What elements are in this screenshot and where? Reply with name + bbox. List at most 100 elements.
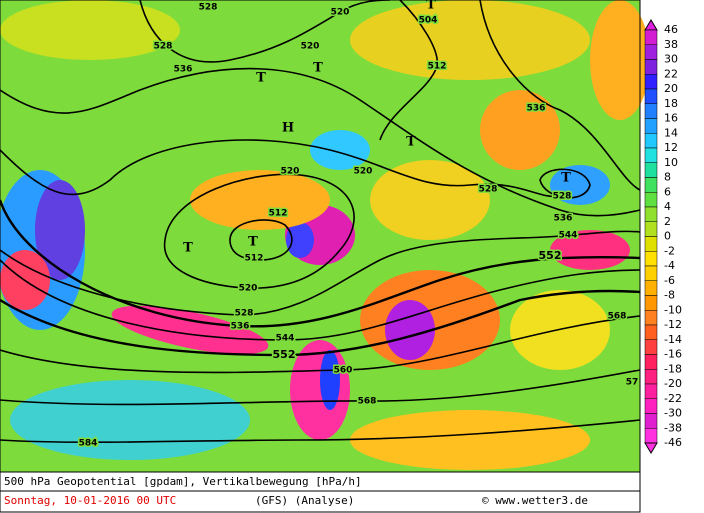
colorbar-band	[644, 324, 658, 340]
colorbar-band	[644, 295, 658, 311]
contour-label: 536	[527, 104, 546, 114]
colorbar-label: 30	[664, 53, 678, 66]
colorbar-label: 0	[664, 230, 671, 243]
colorbar-label: -10	[664, 303, 682, 316]
colorbar-label: -46	[664, 436, 682, 449]
contour-label: 512	[245, 254, 264, 264]
contour-label: 528	[553, 192, 572, 202]
contour-label: 520	[354, 167, 373, 177]
contour-label: 584	[79, 439, 98, 449]
colorbar-label: -12	[664, 318, 682, 331]
footer-title: 500 hPa Geopotential [gpdam], Vertikalbe…	[4, 475, 362, 488]
map-labels: 528 520 504 520 528 536 512 536 520 520 528 528 512 5…	[77, 0, 640, 450]
colorbar-band	[644, 265, 658, 281]
colorbar-label: 46	[664, 23, 678, 36]
colorbar-label: -18	[664, 362, 682, 375]
footer-credit: © www.wetter3.de	[482, 494, 588, 507]
colorbar-label: 22	[664, 67, 678, 80]
contour-label: 520	[331, 8, 350, 18]
colorbar-band	[644, 398, 658, 414]
pressure-system: H	[282, 121, 294, 136]
colorbar-label: 18	[664, 97, 678, 110]
colorbar-band	[644, 369, 658, 385]
colorbar-band	[644, 221, 658, 237]
colorbar-label: 8	[664, 171, 671, 184]
colorbar-label: -4	[664, 259, 675, 272]
colorbar-band	[644, 88, 658, 104]
footer-model: (GFS) (Analyse)	[255, 494, 354, 507]
colorbar-label: 4	[664, 200, 671, 213]
colorbar-band	[644, 162, 658, 178]
footer: 500 hPa Geopotential [gpdam], Vertikalbe…	[0, 471, 641, 513]
colorbar-label: 20	[664, 82, 678, 95]
colorbar-band	[644, 310, 658, 326]
contour-label: 544	[276, 334, 295, 344]
contours	[0, 0, 641, 444]
colorbar-band	[644, 44, 658, 60]
colorbar-band	[644, 118, 658, 134]
colorbar-label: -22	[664, 392, 682, 405]
colorbar-band	[644, 29, 658, 45]
contour-label: 528	[479, 185, 498, 195]
colorbar-label: -20	[664, 377, 682, 390]
pressure-system: T	[248, 235, 258, 250]
colorbar-label: -16	[664, 348, 682, 361]
colorbar-band	[644, 251, 658, 267]
colorbar-band	[644, 147, 658, 163]
colorbar-band	[644, 383, 658, 399]
contour-label: 520	[239, 284, 258, 294]
pressure-system: T	[406, 135, 416, 150]
footer-date: Sonntag, 10-01-2016 00 UTC	[4, 494, 176, 507]
contour-label: 536	[554, 214, 573, 224]
colorbar-label: -2	[664, 244, 675, 257]
contour-label: 552	[539, 249, 562, 262]
colorbar-label: -38	[664, 421, 682, 434]
colorbar-band	[644, 74, 658, 90]
colorbar-label: 10	[664, 156, 678, 169]
contour-label: 568	[608, 312, 627, 322]
colorbar-band	[644, 428, 658, 444]
contour-label: 560	[334, 366, 353, 376]
contour-label: 520	[281, 167, 300, 177]
colorbar-label: -6	[664, 274, 675, 287]
colorbar-band	[644, 59, 658, 75]
contour-label: 528	[154, 42, 173, 52]
colorbar-band	[644, 236, 658, 252]
contour-label: 552	[273, 348, 296, 361]
contour-label: 512	[269, 209, 288, 219]
colorbar-label: 16	[664, 112, 678, 125]
colorbar-arrow	[644, 442, 658, 454]
colorbar-band	[644, 133, 658, 149]
colorbar-band	[644, 280, 658, 296]
contour-label: 528	[199, 3, 218, 13]
colorbar-band	[644, 354, 658, 370]
colorbar-label: 38	[664, 38, 678, 51]
contour-label: 520	[301, 42, 320, 52]
colorbar-label: 12	[664, 141, 678, 154]
contour-label: 504	[419, 16, 438, 26]
colorbar-label: 6	[664, 185, 671, 198]
pressure-system: T	[426, 0, 436, 13]
colorbar-label: -8	[664, 289, 675, 302]
contour-label: 528	[235, 309, 254, 319]
colorbar-band	[644, 339, 658, 355]
contour-label: 536	[231, 322, 250, 332]
colorbar-band	[644, 192, 658, 208]
colorbar-label: 14	[664, 126, 678, 139]
field	[0, 0, 650, 472]
contour-label: 568	[358, 397, 377, 407]
contour-label: 512	[428, 62, 447, 72]
colorbar-label: 2	[664, 215, 671, 228]
pressure-system: T	[183, 241, 193, 256]
pressure-system: T	[256, 71, 266, 86]
colorbar-label: -30	[664, 407, 682, 420]
colorbar-band	[644, 177, 658, 193]
pressure-system: T	[313, 61, 323, 76]
contour-label: 57	[626, 378, 639, 388]
pressure-system: T	[561, 171, 571, 186]
contour-label: 536	[174, 65, 193, 75]
colorbar-band	[644, 103, 658, 119]
colorbar-band	[644, 413, 658, 429]
